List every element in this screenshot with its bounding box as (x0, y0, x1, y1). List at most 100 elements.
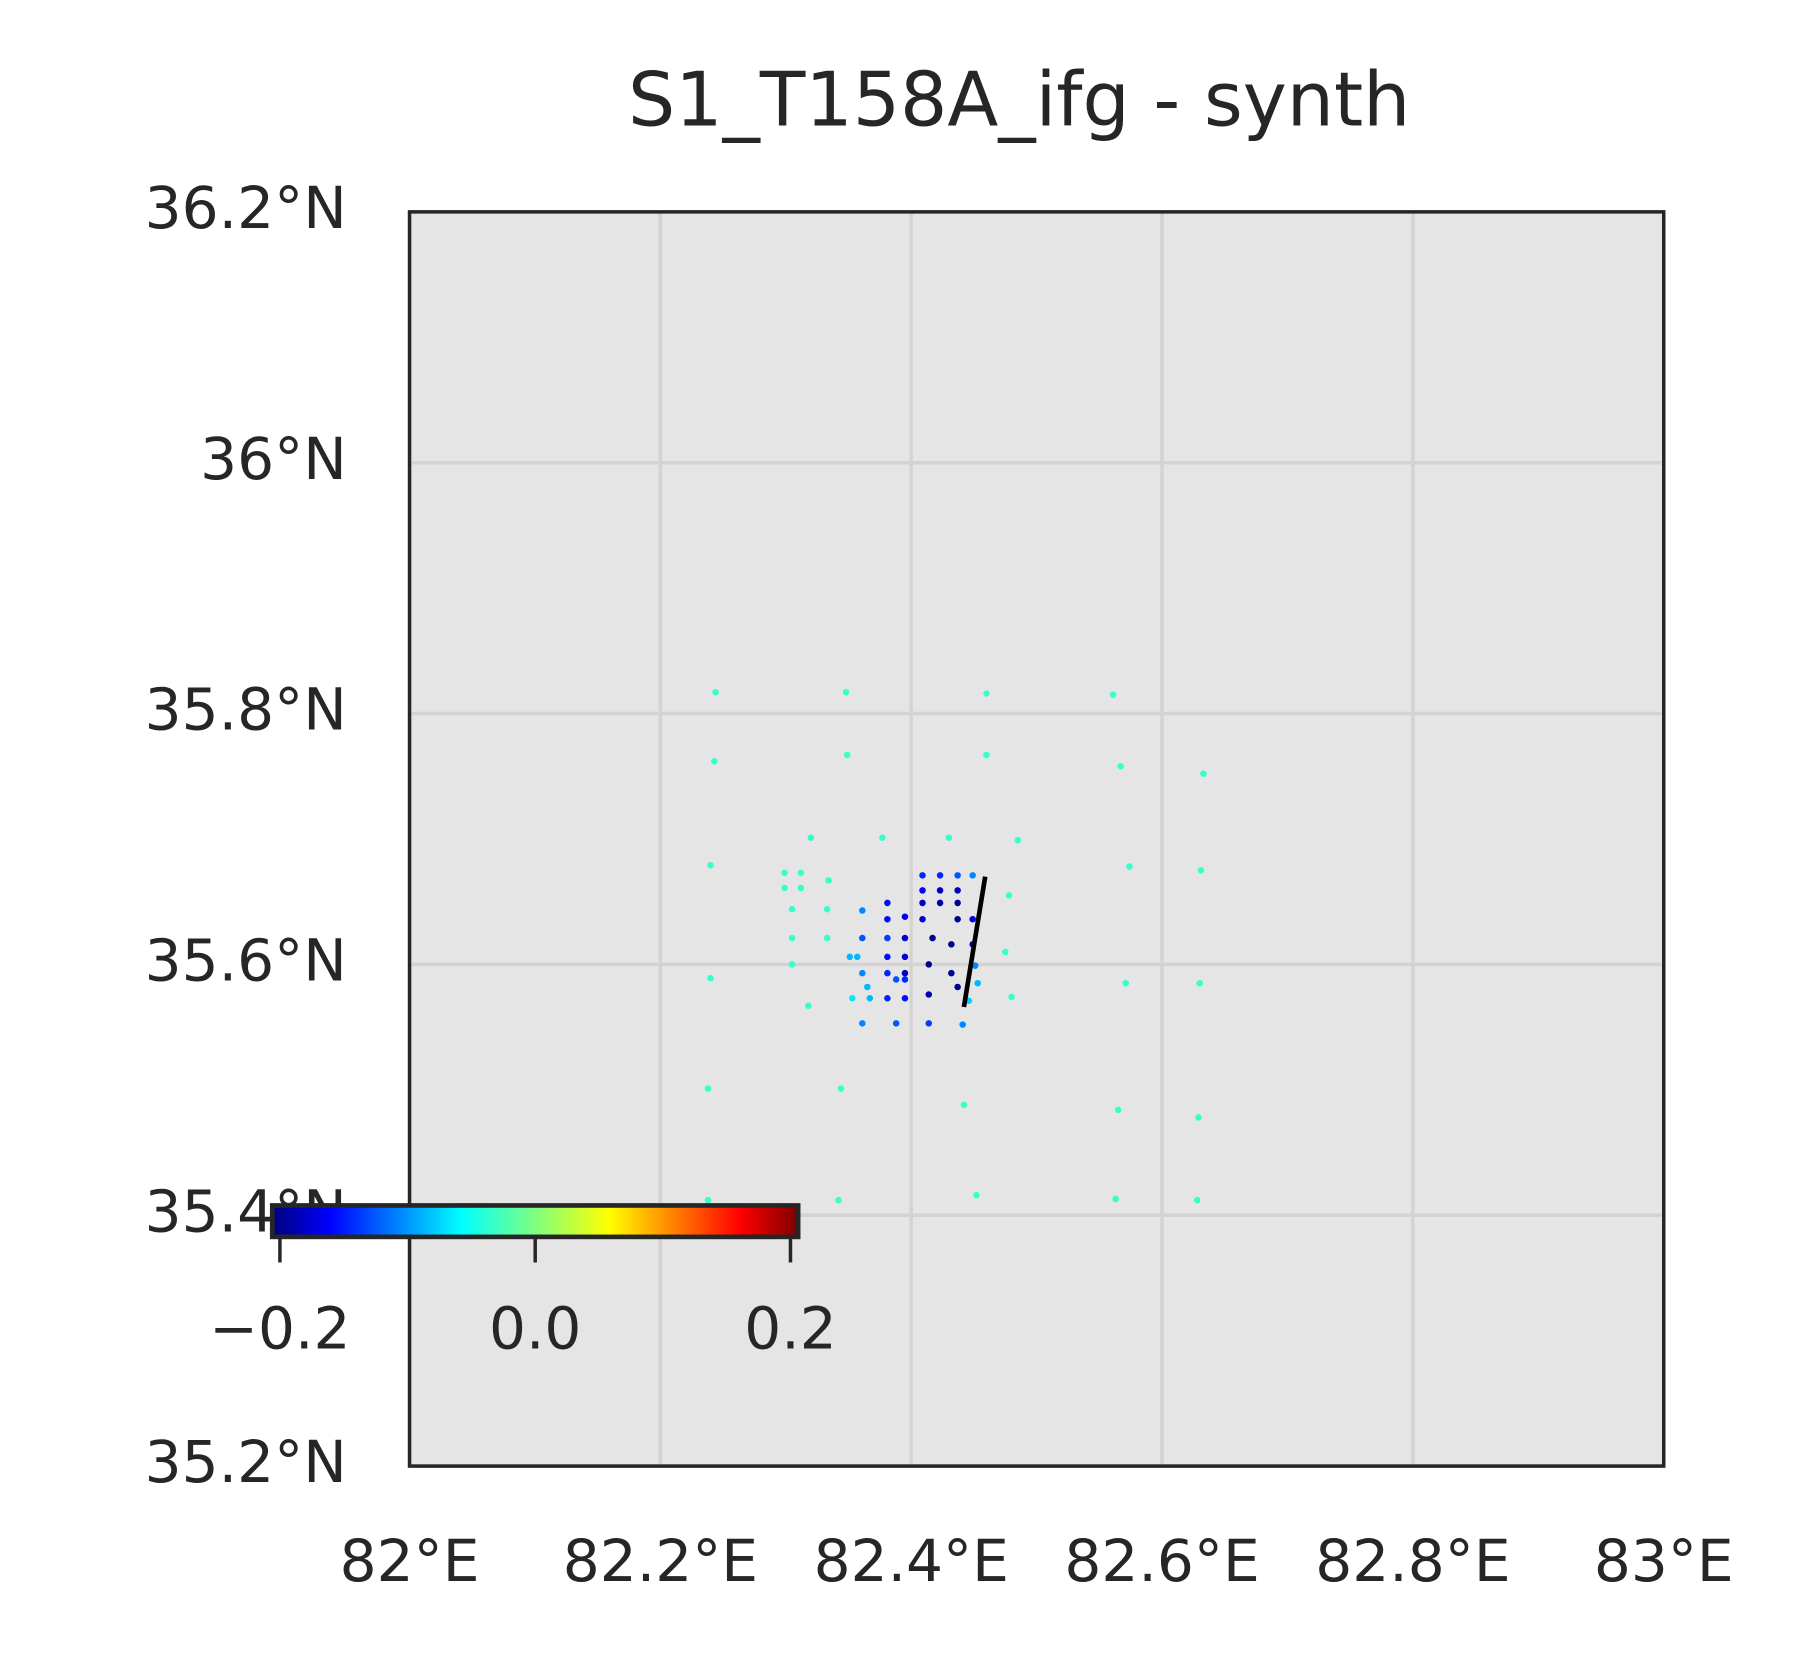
scatter-point (884, 994, 891, 1002)
scatter-point (983, 751, 990, 759)
scatter-point (974, 979, 981, 987)
scatter-point (936, 872, 944, 879)
y-tick-label: 35.2°N (145, 1428, 347, 1496)
colorbar-tick-label: −0.2 (209, 1294, 350, 1362)
scatter-point (925, 991, 933, 998)
scatter-point (925, 961, 933, 968)
scatter-point (936, 899, 944, 907)
scatter-point (707, 862, 714, 869)
scatter-point (711, 757, 718, 765)
scatter-point (892, 976, 900, 983)
scatter-point (1195, 1114, 1202, 1121)
scatter-point (805, 1002, 812, 1010)
scatter-point (849, 994, 856, 1002)
scatter-point (936, 887, 944, 894)
scatter-point (959, 1021, 966, 1028)
scatter-point (807, 834, 815, 841)
scatter-point (954, 899, 961, 907)
scatter-point (859, 1020, 866, 1027)
scatter-point (781, 884, 788, 892)
scatter-point (954, 983, 961, 991)
chart-title: S1_T158A_ifg - synth (628, 56, 1410, 143)
scatter-point (1197, 867, 1205, 874)
scatter-point (901, 934, 909, 942)
scatter-point (704, 1196, 712, 1204)
scatter-point (842, 688, 850, 696)
y-tick-label: 35.6°N (145, 927, 347, 995)
x-tick-label: 83°E (1594, 1527, 1734, 1595)
scatter-point (846, 953, 854, 961)
scatter-point (960, 1101, 968, 1109)
scatter-point (1196, 979, 1203, 987)
scatter-point (879, 834, 886, 841)
scatter-point (973, 1191, 980, 1199)
scatter-point (919, 915, 926, 923)
scatter-point (884, 953, 891, 961)
scatter-point (901, 994, 909, 1002)
scatter-point (948, 969, 955, 977)
fault-trace (961, 876, 988, 1008)
scatter-point (901, 913, 909, 920)
y-tick-label: 36.2°N (145, 174, 347, 242)
colorbar-tick-label: 0.0 (489, 1294, 581, 1362)
scatter-point (707, 974, 714, 982)
scatter-point (884, 934, 891, 942)
scatter-point (837, 1085, 845, 1092)
scatter-point (1114, 1106, 1122, 1114)
scatter-point (901, 976, 909, 983)
scatter-point (969, 872, 976, 879)
plot-area (409, 211, 1664, 1467)
scatter-point (884, 915, 891, 923)
y-tick-label: 36°N (200, 425, 347, 493)
scatter-point (788, 961, 796, 968)
colorbar (269, 1203, 801, 1240)
plot-frame (407, 210, 1666, 1468)
scatter-point (788, 905, 796, 913)
scatter-point (929, 934, 936, 942)
scatter-point (1112, 1195, 1119, 1203)
scatter-point (844, 751, 851, 759)
scatter-point (864, 983, 871, 991)
scatter-point (1200, 770, 1207, 778)
scatter-point (823, 905, 831, 913)
scatter-point (797, 869, 805, 877)
scatter-point (954, 872, 961, 879)
scatter-point (1002, 948, 1009, 956)
scatter-point (901, 969, 909, 977)
scatter-point (712, 688, 719, 696)
scatter-point (1109, 691, 1117, 698)
scatter-point (884, 899, 891, 907)
scatter-point (919, 899, 926, 907)
x-tick-label: 82.8°E (1315, 1527, 1510, 1595)
scatter-point (945, 834, 953, 841)
scatter-point (884, 969, 891, 977)
scatter-point (1126, 863, 1133, 870)
scatter-point (983, 690, 990, 697)
scatter-point (954, 915, 961, 923)
scatter-point (859, 907, 866, 914)
scatter-point (866, 994, 874, 1002)
scatter-point (823, 934, 831, 942)
y-tick-label: 35.8°N (145, 676, 347, 744)
x-tick-label: 82.6°E (1064, 1527, 1259, 1595)
scatter-point (1008, 993, 1015, 1001)
scatter-point (1014, 836, 1022, 844)
scatter-point (892, 1020, 900, 1027)
scatter-point (859, 969, 866, 977)
scatter-point (835, 1196, 842, 1204)
scatter-point (854, 953, 861, 961)
scatter-point (948, 941, 955, 948)
scatter-point (1122, 979, 1129, 987)
x-tick-label: 82.4°E (814, 1527, 1009, 1595)
scatter-point (1117, 762, 1124, 770)
scatter-point (859, 934, 866, 942)
scatter-point (704, 1085, 712, 1092)
scatter-point (797, 884, 805, 892)
scatter-point (919, 887, 926, 894)
scatter-point (919, 872, 926, 879)
scatter-point (781, 869, 788, 877)
x-tick-label: 82.2°E (563, 1527, 758, 1595)
scatter-point (954, 887, 961, 894)
scatter-point (971, 962, 979, 969)
